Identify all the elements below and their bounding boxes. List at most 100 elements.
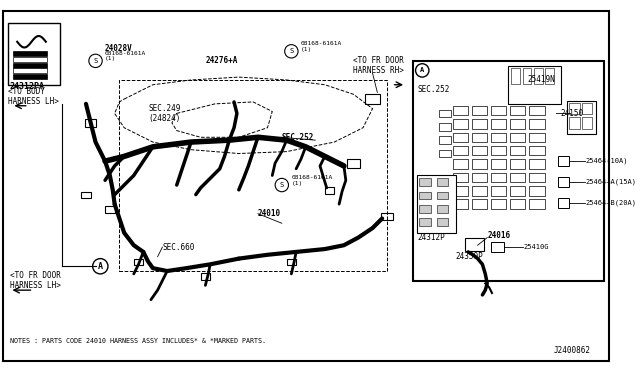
Bar — [510, 159, 525, 169]
Bar — [134, 259, 143, 265]
Text: S: S — [280, 182, 284, 188]
Bar — [419, 192, 431, 199]
Bar — [472, 132, 487, 142]
Bar — [453, 199, 468, 209]
Bar — [510, 173, 525, 182]
Bar — [472, 146, 487, 155]
Bar — [491, 243, 504, 252]
Circle shape — [89, 54, 102, 68]
Text: 24150: 24150 — [561, 109, 584, 118]
Text: 25464+A(15A): 25464+A(15A) — [586, 179, 637, 185]
Bar — [8, 23, 60, 85]
Bar — [472, 159, 487, 169]
Bar — [472, 106, 487, 115]
Text: 24312P: 24312P — [417, 233, 445, 242]
Text: SEC.249
(24824): SEC.249 (24824) — [148, 104, 180, 123]
Bar — [419, 218, 431, 226]
Text: 25464(10A): 25464(10A) — [586, 158, 628, 164]
Text: 24016: 24016 — [487, 231, 510, 240]
Text: NOTES : PARTS CODE 24010 HARNESS ASSY INCLUDES* & *MARKED PARTS.: NOTES : PARTS CODE 24010 HARNESS ASSY IN… — [10, 338, 266, 344]
Bar — [453, 159, 468, 169]
Bar — [510, 186, 525, 196]
Bar — [510, 199, 525, 209]
Bar — [105, 206, 115, 213]
Text: 08168-6161A
(1): 08168-6161A (1) — [301, 41, 342, 52]
Text: 24028V: 24028V — [105, 44, 133, 53]
Bar — [491, 159, 506, 169]
Circle shape — [285, 45, 298, 58]
Bar — [529, 199, 545, 209]
Text: SEC.660: SEC.660 — [163, 243, 195, 251]
Bar — [325, 187, 334, 194]
Bar — [13, 68, 47, 73]
Text: 08168-6161A
(1): 08168-6161A (1) — [291, 175, 333, 186]
Bar — [436, 218, 448, 226]
Bar — [582, 117, 592, 129]
Bar — [529, 159, 545, 169]
Bar — [570, 117, 580, 129]
Bar — [472, 119, 487, 129]
Text: 25410G: 25410G — [524, 244, 549, 250]
Text: <TO FR DOOR
HARNESS RH>: <TO FR DOOR HARNESS RH> — [353, 56, 404, 76]
Bar — [440, 123, 451, 131]
Bar — [13, 57, 47, 62]
Bar — [453, 132, 468, 142]
Bar — [491, 199, 506, 209]
Text: <TO FR DOOR
HARNESS LH>: <TO FR DOOR HARNESS LH> — [10, 271, 60, 290]
Bar — [200, 273, 210, 280]
Text: S: S — [93, 58, 98, 64]
Bar — [511, 68, 520, 84]
Text: 24276+A: 24276+A — [205, 56, 238, 65]
Bar — [545, 68, 554, 84]
Text: A: A — [420, 67, 424, 73]
Text: 25419N: 25419N — [527, 76, 555, 84]
Bar — [491, 186, 506, 196]
Bar — [491, 173, 506, 182]
Text: 24312PA: 24312PA — [10, 82, 45, 91]
Bar — [440, 150, 451, 157]
Bar — [381, 213, 392, 220]
Bar — [120, 80, 387, 271]
Bar — [510, 106, 525, 115]
Bar — [510, 132, 525, 142]
Bar — [491, 106, 506, 115]
Bar — [529, 146, 545, 155]
Bar — [347, 159, 360, 168]
Bar — [419, 178, 431, 186]
Bar — [522, 68, 531, 84]
Bar — [453, 186, 468, 196]
Bar — [13, 74, 47, 79]
Bar — [419, 205, 431, 213]
Bar — [491, 132, 506, 142]
Bar — [85, 119, 97, 127]
Bar — [453, 146, 468, 155]
Bar — [472, 173, 487, 182]
Bar — [582, 103, 592, 114]
Bar — [491, 146, 506, 155]
Bar — [529, 173, 545, 182]
Bar — [413, 61, 604, 280]
Bar — [510, 119, 525, 129]
Bar — [529, 106, 545, 115]
Bar — [529, 119, 545, 129]
Text: 24350P: 24350P — [456, 252, 483, 261]
Bar — [440, 110, 451, 117]
Circle shape — [275, 178, 289, 192]
Bar — [472, 186, 487, 196]
Text: 24010: 24010 — [258, 209, 281, 218]
Bar — [453, 119, 468, 129]
Text: J2400862: J2400862 — [554, 346, 591, 355]
Bar — [508, 65, 561, 104]
Bar — [440, 136, 451, 144]
Text: A: A — [98, 262, 103, 271]
Bar — [558, 198, 570, 208]
Bar — [13, 51, 47, 56]
Bar — [510, 146, 525, 155]
Bar — [529, 186, 545, 196]
Bar — [568, 101, 596, 134]
Text: 25464+B(20A): 25464+B(20A) — [586, 200, 637, 206]
Bar — [417, 176, 456, 233]
Bar — [558, 177, 570, 187]
Bar — [491, 119, 506, 129]
Bar — [13, 63, 47, 68]
